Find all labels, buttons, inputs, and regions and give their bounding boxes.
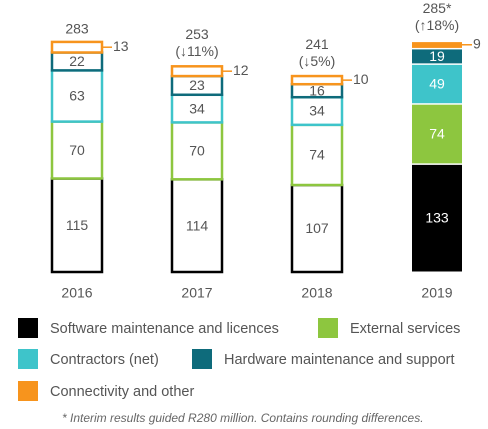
legend-label: External services bbox=[350, 321, 460, 337]
bar-segment bbox=[290, 95, 344, 127]
bar-segment bbox=[170, 178, 224, 274]
footnote: * Interim results guided R280 million. C… bbox=[62, 411, 424, 425]
change-label: (↓11%) bbox=[175, 43, 218, 59]
data-label: 16 bbox=[309, 82, 325, 98]
data-label: 9 bbox=[473, 35, 481, 51]
bar-segment bbox=[412, 164, 462, 272]
data-label: 19 bbox=[429, 48, 445, 64]
total-label: 285* bbox=[423, 0, 452, 16]
data-label: 74 bbox=[429, 125, 445, 141]
data-label: 133 bbox=[425, 210, 449, 226]
x-tick-label: 2018 bbox=[301, 285, 332, 301]
bar-segment bbox=[290, 74, 344, 86]
total-label: 253 bbox=[185, 26, 209, 42]
legend-label: Hardware maintenance and support bbox=[224, 352, 455, 368]
data-label: 115 bbox=[66, 217, 89, 233]
bar-segment bbox=[412, 64, 462, 104]
x-tick-label: 2016 bbox=[61, 285, 92, 301]
data-label: 70 bbox=[189, 143, 205, 159]
legend-swatch bbox=[318, 318, 338, 338]
bar-segment bbox=[412, 104, 462, 164]
legend-label: Connectivity and other bbox=[50, 384, 194, 400]
x-tick-label: 2017 bbox=[181, 285, 212, 301]
legend-swatch bbox=[18, 381, 38, 401]
data-label: 49 bbox=[429, 75, 445, 91]
legend-swatch bbox=[18, 318, 38, 338]
change-label: (↑18%) bbox=[415, 17, 459, 33]
bar-segment bbox=[50, 120, 104, 180]
data-label: 12 bbox=[233, 62, 249, 78]
bar-segment bbox=[412, 42, 462, 48]
total-label: 241 bbox=[305, 36, 329, 52]
change-label: (↓5%) bbox=[299, 53, 336, 69]
legend-label: Contractors (net) bbox=[50, 352, 159, 368]
data-label: 70 bbox=[69, 142, 85, 158]
bar-segment bbox=[412, 49, 462, 64]
data-label: 10 bbox=[353, 71, 369, 87]
bar-segment bbox=[170, 65, 224, 78]
x-tick-label: 2019 bbox=[421, 285, 452, 301]
data-label: 34 bbox=[309, 103, 325, 119]
data-label: 23 bbox=[189, 77, 205, 93]
bar-segment bbox=[50, 40, 104, 54]
legend-swatch bbox=[18, 349, 38, 369]
bar-segment bbox=[50, 177, 104, 274]
data-label: 34 bbox=[189, 100, 205, 116]
data-label: 22 bbox=[69, 53, 85, 69]
data-label: 114 bbox=[186, 217, 209, 233]
data-label: 74 bbox=[309, 147, 325, 163]
legend-swatch bbox=[192, 349, 212, 369]
data-label: 63 bbox=[69, 88, 85, 104]
bar-segment bbox=[290, 123, 344, 187]
total-label: 283 bbox=[65, 21, 89, 37]
legend-label: Software maintenance and licences bbox=[50, 321, 279, 337]
data-label: 107 bbox=[305, 220, 329, 236]
bar-segment bbox=[170, 121, 224, 181]
data-label: 13 bbox=[113, 38, 129, 54]
